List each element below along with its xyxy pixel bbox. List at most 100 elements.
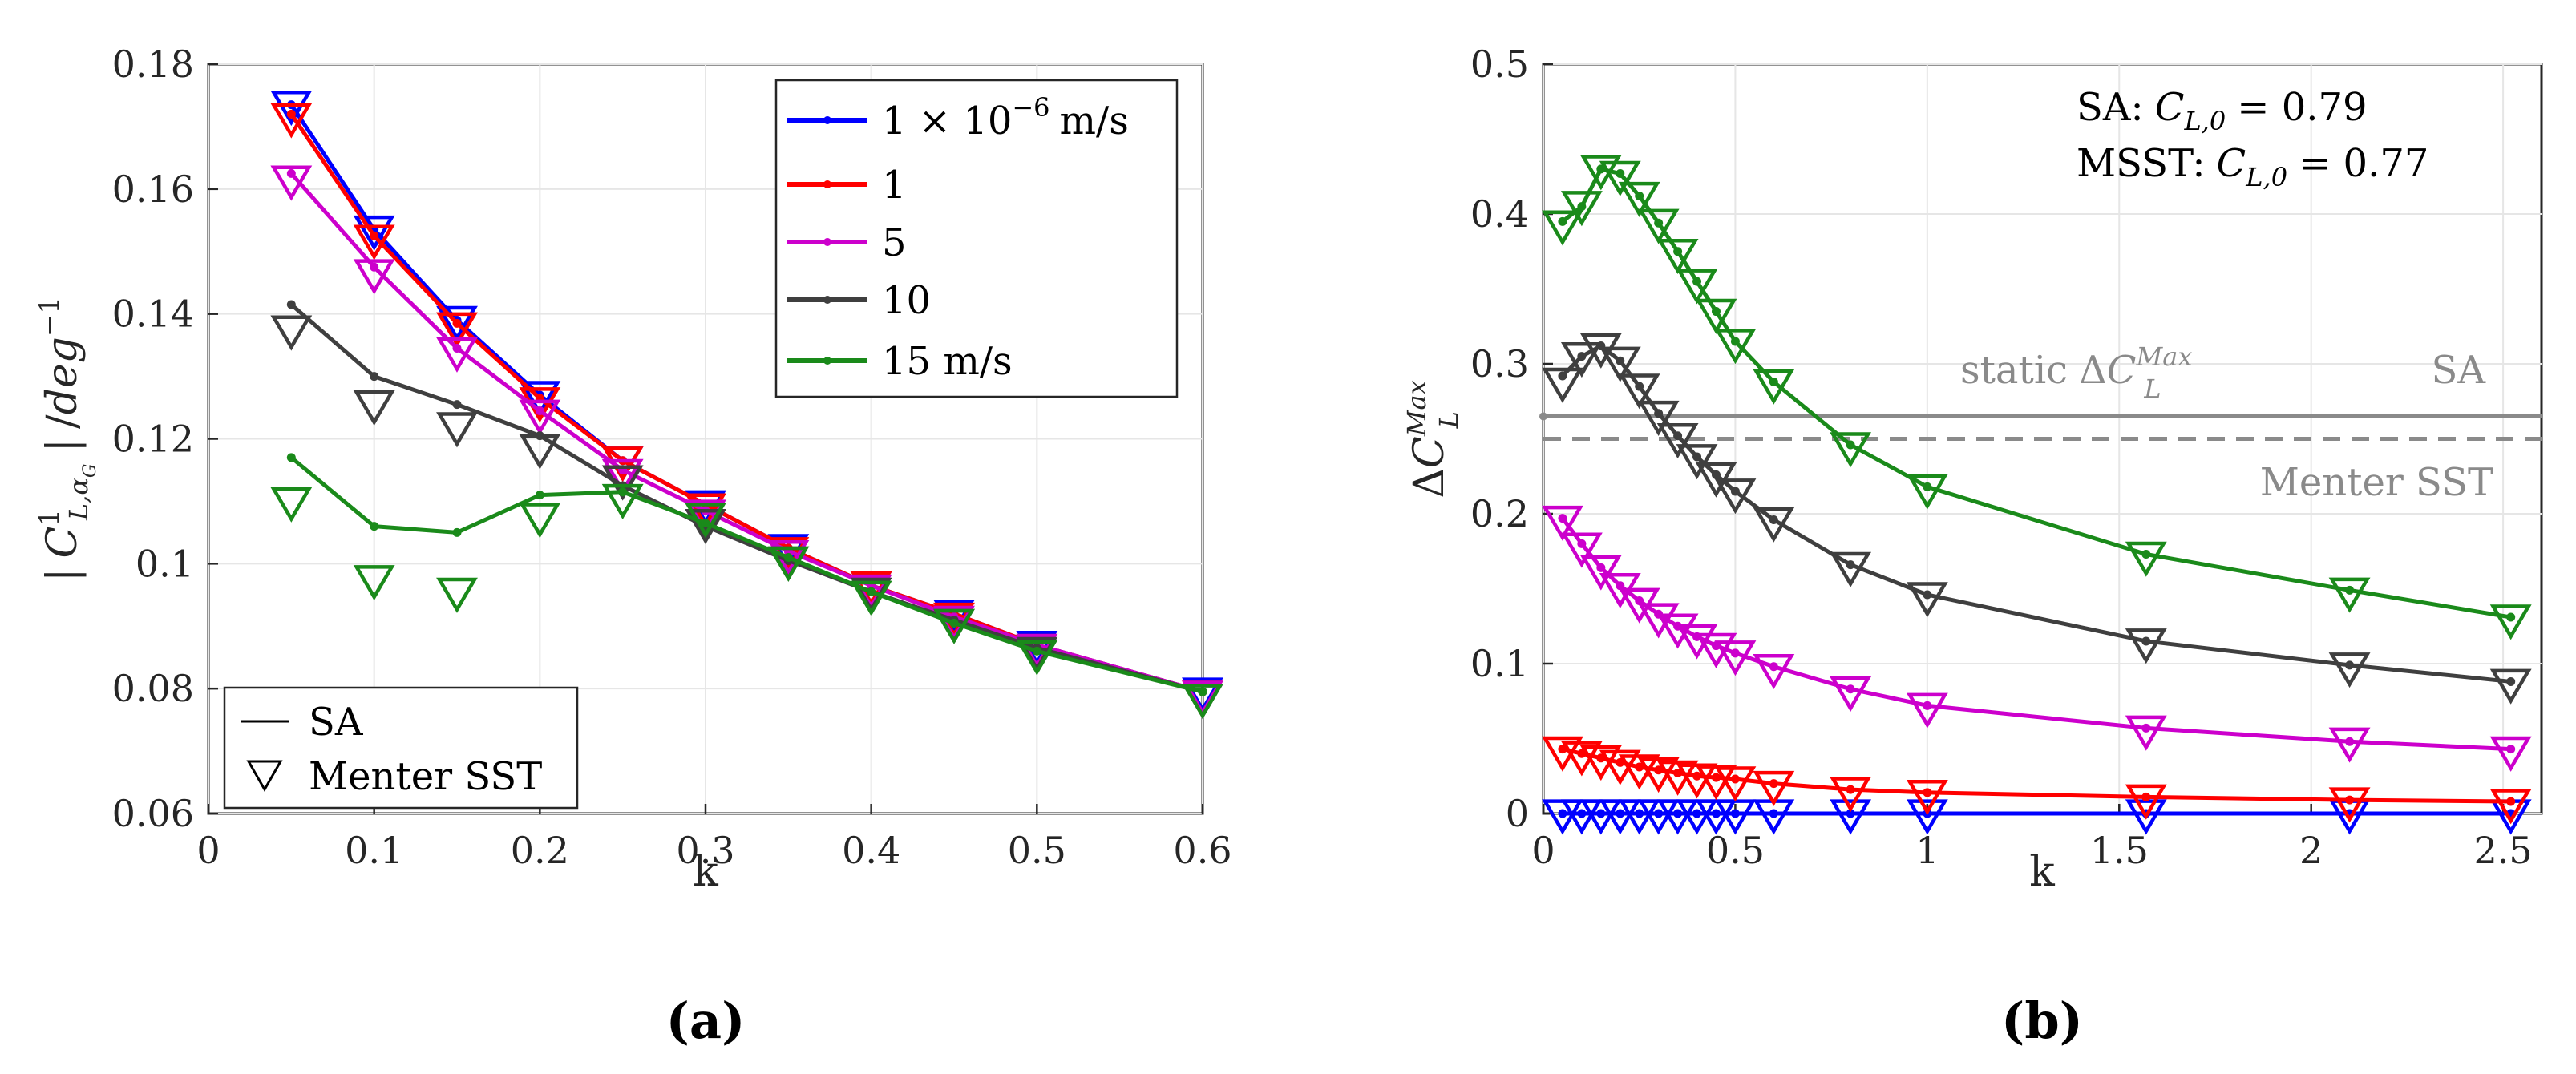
ref-sa-label: SA bbox=[2431, 348, 2486, 393]
sst-point bbox=[1753, 369, 1795, 405]
sa-point bbox=[1769, 779, 1778, 789]
svg-text:15 m/s: 15 m/s bbox=[882, 339, 1013, 384]
sa-point bbox=[2506, 612, 2516, 622]
sa-point bbox=[1692, 452, 1702, 462]
series-5 bbox=[1542, 505, 2532, 772]
sst-point bbox=[1618, 181, 1660, 217]
sa-point bbox=[1769, 809, 1778, 818]
sst-point bbox=[1753, 507, 1795, 543]
ytick-label: 0.1 bbox=[1470, 642, 1529, 685]
sa-point bbox=[1730, 487, 1740, 496]
sa-point bbox=[1769, 662, 1778, 672]
xtick-label: 0.1 bbox=[345, 829, 403, 872]
sst-point bbox=[1637, 208, 1680, 244]
sa-point bbox=[2141, 636, 2151, 646]
sst-point bbox=[1695, 632, 1737, 668]
sa-point bbox=[1673, 769, 1683, 778]
series-1 bbox=[1542, 736, 2532, 825]
ytick-label: 0.08 bbox=[112, 667, 194, 710]
sst-point bbox=[1579, 555, 1622, 591]
legend-model-box bbox=[223, 686, 579, 810]
sa-point bbox=[618, 487, 628, 497]
sst-point bbox=[1830, 551, 1872, 587]
xtick-label: 2.5 bbox=[2474, 829, 2533, 872]
panel-b-cl0-annotation: SA: CL,0 = 0.79 MSST: CL,0 = 0.77 bbox=[2077, 85, 2428, 192]
sa-point bbox=[1769, 377, 1778, 386]
panel-a-legend-series: 1 × 10−6 m/s 1 5 10 15 m/s bbox=[774, 79, 1179, 398]
sst-point bbox=[1560, 532, 1603, 568]
sa-point bbox=[1730, 648, 1740, 658]
panel-b: 0 0.5 1 1.5 2 2.5 0 0.1 0.2 0.3 0.4 0.5 ΔCMaxL k (b… bbox=[1401, 42, 2543, 1050]
sst-point bbox=[1637, 603, 1680, 639]
sst-point bbox=[519, 503, 561, 539]
ytick-label: 0.14 bbox=[112, 293, 194, 336]
legend-model-sa: SA bbox=[309, 700, 364, 745]
sst-point bbox=[1753, 653, 1795, 690]
sa-point bbox=[1596, 563, 1606, 572]
sst-point bbox=[1830, 432, 1872, 468]
sa-point bbox=[2345, 795, 2355, 805]
sa-point bbox=[1846, 560, 1855, 570]
sa-point bbox=[1616, 581, 1625, 591]
sa-point bbox=[535, 491, 544, 500]
xtick-label: 0 bbox=[196, 829, 220, 872]
reference-point bbox=[1539, 412, 1547, 421]
legend-model-sst: Menter SST bbox=[309, 754, 542, 799]
panel-b-xlabel: k bbox=[2029, 848, 2055, 896]
sa-point bbox=[783, 553, 793, 563]
panel-b-reference-lines bbox=[1539, 412, 2542, 441]
sa-point bbox=[1635, 762, 1644, 772]
sa-point bbox=[1616, 356, 1625, 365]
sa-point bbox=[2506, 676, 2516, 686]
sa-point bbox=[2141, 792, 2151, 801]
sst-point bbox=[1714, 640, 1757, 676]
sa-point bbox=[1654, 409, 1664, 418]
xtick-label: 0.3 bbox=[676, 829, 734, 872]
panel-a-ylabel: |C1L,αG|/deg−1 bbox=[34, 297, 100, 582]
sst-point bbox=[2125, 628, 2167, 664]
legend-item-15: 15 m/s bbox=[787, 339, 1013, 384]
sst-point bbox=[353, 565, 395, 601]
ytick-label: 0.5 bbox=[1470, 42, 1529, 86]
sst-point bbox=[1542, 210, 1583, 246]
xtick-label: 0.4 bbox=[842, 829, 900, 872]
sa-point bbox=[2141, 723, 2151, 733]
sa-point bbox=[1846, 440, 1855, 450]
sa-point bbox=[949, 618, 959, 628]
sst-point bbox=[2489, 668, 2532, 705]
sst-point bbox=[2489, 736, 2532, 772]
ytick-label: 0 bbox=[1506, 792, 1529, 835]
sa-point bbox=[452, 527, 462, 537]
sst-point bbox=[1714, 329, 1757, 365]
panel-a-legend-model: SA Menter SST bbox=[223, 686, 579, 810]
svg-text:5: 5 bbox=[882, 220, 907, 265]
ytick-label: 0.3 bbox=[1470, 342, 1529, 386]
sst-point bbox=[850, 580, 892, 616]
sst-point bbox=[519, 434, 561, 470]
sst-point bbox=[1676, 624, 1718, 660]
sa-point bbox=[1730, 809, 1740, 818]
sst-point bbox=[1695, 298, 1737, 334]
sst-point bbox=[1560, 191, 1603, 227]
sst-point bbox=[2328, 577, 2371, 613]
sa-point bbox=[1577, 202, 1587, 212]
sa-point bbox=[1673, 247, 1683, 256]
sst-point bbox=[353, 390, 395, 426]
ytick-label: 0.16 bbox=[112, 168, 194, 211]
sa-point bbox=[1769, 515, 1778, 524]
sa-point bbox=[1577, 539, 1587, 548]
sst-point bbox=[2328, 652, 2371, 688]
legend-item-1e-6: 1 × 10−6 m/s bbox=[787, 92, 1129, 143]
sst-point bbox=[1830, 676, 1872, 713]
xtick-label: 2 bbox=[2299, 829, 2323, 872]
legend-series-box bbox=[774, 79, 1179, 398]
sst-point bbox=[2125, 541, 2167, 577]
sa-point bbox=[286, 109, 296, 119]
ytick-label: 0.18 bbox=[112, 42, 194, 86]
sa-point bbox=[1616, 169, 1625, 179]
sa-point bbox=[370, 262, 379, 272]
sst-point bbox=[270, 90, 313, 127]
sst-point bbox=[1656, 238, 1699, 275]
sa-point bbox=[1673, 431, 1683, 441]
sa-point bbox=[1730, 774, 1740, 784]
